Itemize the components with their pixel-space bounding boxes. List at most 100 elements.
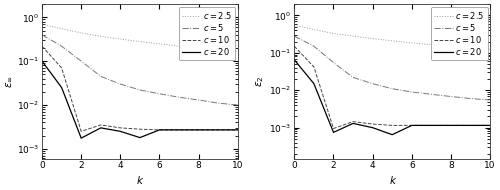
$c=5$: [428, 93, 434, 95]
$c=20$: [292, 59, 298, 61]
Line: $c=5$: $c=5$: [294, 36, 490, 100]
$c=5$: [196, 99, 202, 101]
$c=10$: [118, 127, 124, 129]
$c=5$: [235, 104, 241, 106]
$c=5$: [292, 35, 298, 37]
$c=2.5$: [235, 50, 241, 52]
$c=2.5$: [448, 45, 454, 47]
X-axis label: k: k: [137, 176, 143, 186]
$c=5$: [350, 76, 356, 79]
$c=20$: [409, 124, 415, 127]
$c=10$: [311, 66, 317, 68]
$c=10$: [468, 124, 473, 127]
$c=20$: [176, 129, 182, 131]
$c=2.5$: [78, 32, 84, 34]
$c=10$: [156, 129, 162, 131]
$c=5$: [215, 102, 221, 104]
$c=20$: [311, 82, 317, 85]
Y-axis label: $\varepsilon_2$: $\varepsilon_2$: [254, 76, 266, 87]
$c=10$: [487, 124, 493, 127]
$c=2.5$: [487, 48, 493, 50]
$c=20$: [78, 137, 84, 139]
$c=5$: [39, 34, 45, 36]
Line: $c=5$: $c=5$: [42, 35, 238, 105]
$c=10$: [292, 45, 298, 47]
Line: $c=2.5$: $c=2.5$: [294, 25, 490, 49]
$c=10$: [39, 45, 45, 47]
$c=2.5$: [409, 42, 415, 44]
$c=5$: [176, 96, 182, 98]
$c=5$: [389, 88, 395, 90]
$c=2.5$: [176, 45, 182, 47]
$c=10$: [78, 130, 84, 132]
$c=10$: [350, 120, 356, 123]
$c=2.5$: [58, 28, 64, 30]
$c=5$: [468, 97, 473, 100]
Line: $c=20$: $c=20$: [294, 60, 490, 135]
$c=10$: [176, 129, 182, 131]
$c=5$: [137, 89, 143, 91]
$c=20$: [370, 127, 376, 129]
$c=20$: [389, 134, 395, 136]
$c=20$: [196, 129, 202, 131]
$c=20$: [137, 136, 143, 139]
X-axis label: k: k: [389, 176, 395, 186]
$c=2.5$: [468, 47, 473, 49]
$c=10$: [58, 67, 64, 69]
$c=5$: [98, 75, 104, 78]
$c=10$: [98, 124, 104, 126]
$c=2.5$: [311, 28, 317, 31]
$c=5$: [448, 95, 454, 98]
$c=20$: [487, 124, 493, 127]
$c=2.5$: [330, 32, 336, 35]
$c=20$: [39, 60, 45, 62]
$c=10$: [409, 124, 415, 127]
$c=2.5$: [428, 44, 434, 46]
$c=10$: [137, 128, 143, 130]
$c=2.5$: [292, 24, 298, 26]
$c=20$: [235, 129, 241, 131]
$c=2.5$: [137, 40, 143, 43]
$c=10$: [389, 124, 395, 127]
Legend: $c=2.5$, $c=5$, $c=10$, $c=20$: $c=2.5$, $c=5$, $c=10$, $c=20$: [179, 7, 236, 60]
$c=20$: [330, 131, 336, 134]
$c=20$: [350, 122, 356, 125]
$c=5$: [58, 45, 64, 47]
Line: $c=10$: $c=10$: [294, 46, 490, 128]
$c=5$: [118, 83, 124, 85]
$c=5$: [311, 45, 317, 47]
Line: $c=10$: $c=10$: [42, 46, 238, 131]
Line: $c=20$: $c=20$: [42, 61, 238, 138]
$c=20$: [468, 124, 473, 127]
$c=20$: [215, 129, 221, 131]
$c=5$: [487, 99, 493, 101]
$c=5$: [370, 82, 376, 85]
$c=2.5$: [350, 35, 356, 37]
$c=2.5$: [370, 37, 376, 40]
$c=2.5$: [196, 47, 202, 49]
$c=2.5$: [389, 40, 395, 42]
$c=2.5$: [118, 38, 124, 40]
Legend: $c=2.5$, $c=5$, $c=10$, $c=20$: $c=2.5$, $c=5$, $c=10$, $c=20$: [432, 7, 488, 60]
Line: $c=2.5$: $c=2.5$: [42, 24, 238, 51]
$c=10$: [428, 124, 434, 127]
$c=20$: [58, 86, 64, 89]
$c=2.5$: [98, 35, 104, 37]
$c=5$: [78, 60, 84, 62]
$c=20$: [98, 127, 104, 129]
$c=20$: [448, 124, 454, 127]
$c=20$: [118, 130, 124, 132]
$c=20$: [156, 129, 162, 131]
$c=10$: [235, 129, 241, 131]
$c=10$: [330, 127, 336, 130]
$c=2.5$: [39, 23, 45, 25]
$c=2.5$: [156, 43, 162, 45]
$c=10$: [196, 129, 202, 131]
$c=20$: [428, 124, 434, 127]
$c=5$: [330, 61, 336, 64]
$c=10$: [370, 123, 376, 125]
$c=2.5$: [215, 49, 221, 51]
$c=10$: [215, 129, 221, 131]
$c=5$: [156, 93, 162, 95]
$c=5$: [409, 91, 415, 93]
